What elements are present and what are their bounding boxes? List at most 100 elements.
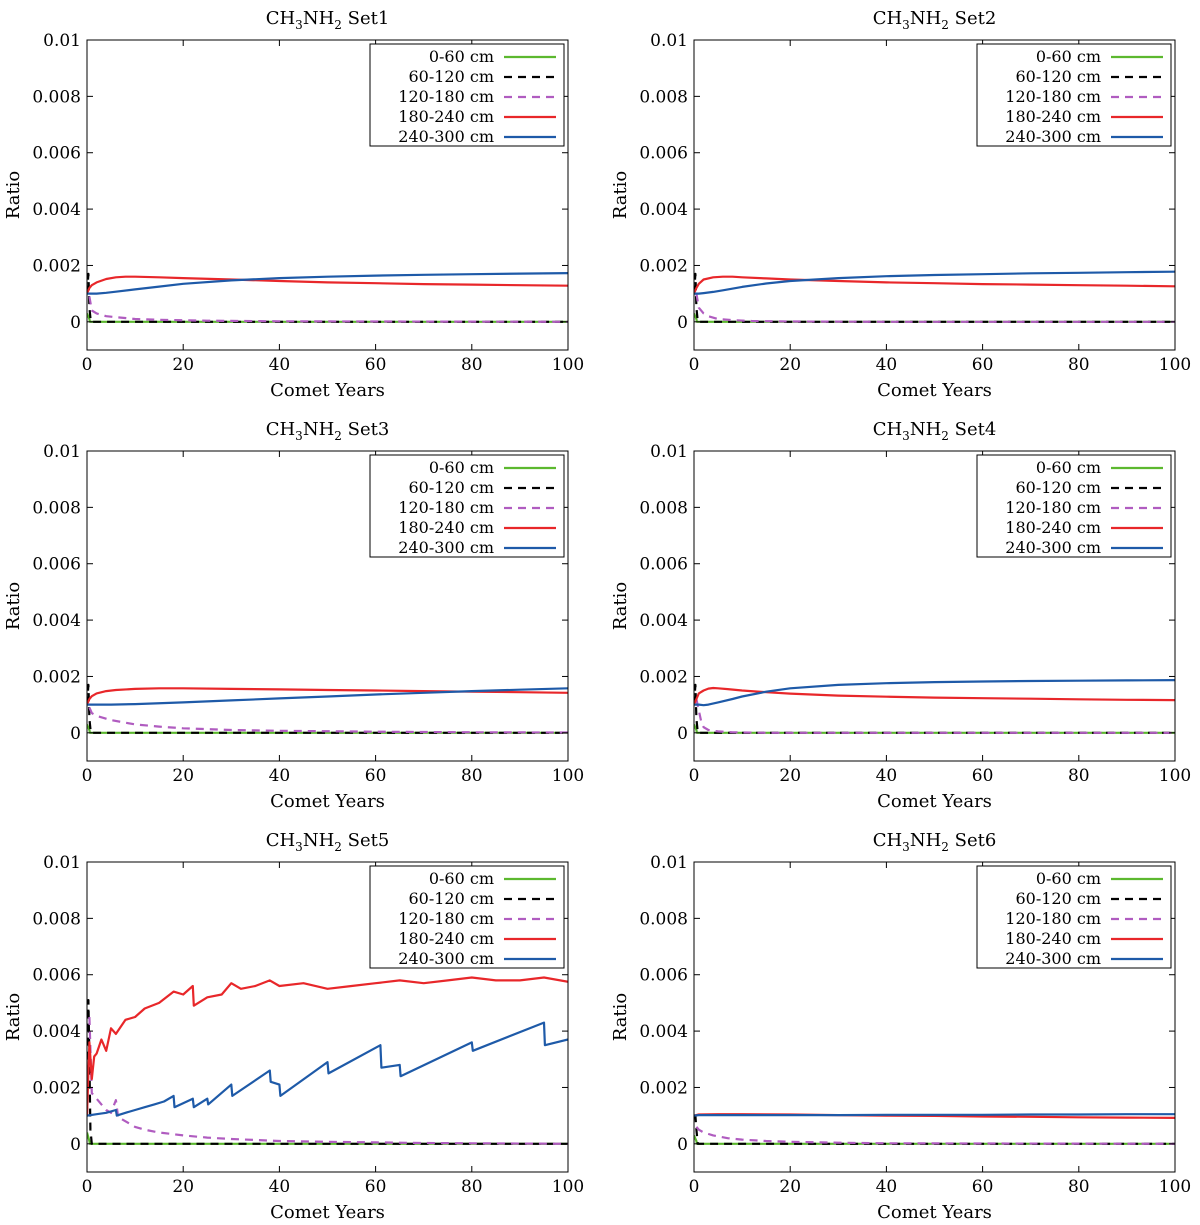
legend-box <box>369 865 565 969</box>
series-line-0-60-cm <box>694 723 1175 734</box>
series-line-240-300-cm <box>87 687 568 706</box>
x-tick-label: 100 <box>552 1177 584 1197</box>
x-tick-label: 40 <box>269 355 291 375</box>
x-tick-label: 20 <box>779 1177 801 1197</box>
chart-title-part: CH <box>266 419 295 440</box>
series-line-240-300-cm <box>694 1113 1175 1117</box>
y-tick-label: 0.002 <box>32 256 81 276</box>
legend-label: 60-120 cm <box>1015 889 1101 908</box>
y-axis-label: Ratio <box>610 171 631 220</box>
series-line-240-300-cm <box>694 270 1175 295</box>
x-tick-label: 0 <box>82 1177 93 1197</box>
legend-box <box>976 865 1172 969</box>
x-axis-label: Comet Years <box>270 791 385 812</box>
y-tick-label: 0.004 <box>639 200 688 220</box>
chart-title-part: 3 <box>295 429 303 443</box>
y-tick-label: 0.004 <box>32 200 81 220</box>
chart-title-part: NH <box>910 830 941 851</box>
legend-label: 120-180 cm <box>1005 87 1101 106</box>
series-line-60-120-cm <box>87 683 568 734</box>
x-tick-label: 100 <box>1159 355 1191 375</box>
y-tick-label: 0.008 <box>639 498 688 518</box>
legend-box <box>976 454 1172 558</box>
chart-title-part: 3 <box>295 840 303 854</box>
series-line-0-60-cm <box>87 312 568 323</box>
plot-frame <box>86 450 569 762</box>
chart-title: CH3NH2 Set1 <box>266 8 390 32</box>
x-tick-label: 100 <box>552 766 584 786</box>
chart-title-part: CH <box>873 8 902 29</box>
chart-title-part: Set5 <box>342 830 389 851</box>
x-tick-label: 0 <box>689 355 700 375</box>
x-tick-label: 60 <box>972 1177 994 1197</box>
x-axis-label: Comet Years <box>877 1202 992 1223</box>
legend-label: 180-240 cm <box>1005 929 1101 948</box>
legend-label: 0-60 cm <box>1036 458 1101 477</box>
y-tick-label: 0 <box>70 724 81 744</box>
chart-title-part: 3 <box>295 18 303 32</box>
x-axis-label: Comet Years <box>270 380 385 401</box>
legend-label: 120-180 cm <box>398 498 494 517</box>
y-axis-label: Ratio <box>3 993 24 1042</box>
x-axis-label: Comet Years <box>877 380 992 401</box>
series-lines <box>87 683 568 734</box>
chart-title-part: 2 <box>941 840 949 854</box>
y-tick-label: 0.006 <box>32 966 81 986</box>
chart-title-part: 2 <box>941 429 949 443</box>
y-tick-label: 0.01 <box>650 853 688 873</box>
legend-label: 120-180 cm <box>398 909 494 928</box>
chart-title: CH3NH2 Set5 <box>266 830 390 854</box>
y-tick-label: 0.008 <box>639 909 688 929</box>
chart-panel-5: CH3NH2 Set5 0 20 40 60 80 100 0 0.002 0.004 0.006 0… <box>3 830 584 1223</box>
legend-label: 180-240 cm <box>1005 518 1101 537</box>
legend-label: 180-240 cm <box>398 929 494 948</box>
x-tick-label: 100 <box>1159 766 1191 786</box>
chart-title-part: Set2 <box>949 8 996 29</box>
x-tick-label: 0 <box>82 355 93 375</box>
y-tick-label: 0.004 <box>639 1022 688 1042</box>
series-line-180-240-cm <box>87 976 568 1116</box>
legend-label: 180-240 cm <box>1005 107 1101 126</box>
series-line-120-180-cm <box>88 707 568 734</box>
chart-title-part: 3 <box>902 429 910 443</box>
chart-title: CH3NH2 Set6 <box>873 830 997 854</box>
y-tick-label: 0.006 <box>32 555 81 575</box>
legend-label: 240-300 cm <box>1005 127 1101 146</box>
series-line-240-300-cm <box>694 679 1175 707</box>
x-tick-label: 80 <box>1068 766 1090 786</box>
chart-panel-6: CH3NH2 Set6 0 20 40 60 80 100 0 0.002 0.004 0.006 0… <box>610 830 1191 1223</box>
chart-title-part: NH <box>303 830 334 851</box>
legend-label: 240-300 cm <box>398 949 494 968</box>
legend-label: 60-120 cm <box>408 478 494 497</box>
y-tick-label: 0.004 <box>32 1022 81 1042</box>
plot-frame <box>86 39 569 351</box>
series-line-240-300-cm <box>87 1021 568 1117</box>
legend-label: 0-60 cm <box>429 458 494 477</box>
series-lines <box>694 679 1175 734</box>
series-line-60-120-cm <box>87 999 568 1145</box>
x-tick-label: 0 <box>82 766 93 786</box>
chart-title-part: 3 <box>902 18 910 32</box>
x-tick-label: 100 <box>552 355 584 375</box>
x-tick-label: 80 <box>1068 1177 1090 1197</box>
series-line-180-240-cm <box>87 275 568 295</box>
chart-title-part: Set1 <box>342 8 389 29</box>
legend-label: 60-120 cm <box>408 67 494 86</box>
y-tick-label: 0.002 <box>32 667 81 687</box>
x-tick-label: 60 <box>972 355 994 375</box>
chart-title-part: 3 <box>902 840 910 854</box>
chart-panel-3: CH3NH2 Set3 0 20 40 60 80 100 0 0.002 0.004 0.006 0… <box>3 419 584 812</box>
legend-label: 0-60 cm <box>1036 869 1101 888</box>
chart-title-part: Set4 <box>949 419 996 440</box>
chart-panel-4: CH3NH2 Set4 0 20 40 60 80 100 0 0.002 0.004 0.006 0… <box>610 419 1191 812</box>
legend-box <box>369 43 565 147</box>
y-tick-label: 0.004 <box>32 611 81 631</box>
x-axis-label: Comet Years <box>270 1202 385 1223</box>
chart-panel-2: CH3NH2 Set2 0 20 40 60 80 100 0 0.002 0.004 0.006 0… <box>610 8 1191 401</box>
y-tick-label: 0.006 <box>639 966 688 986</box>
x-tick-label: 40 <box>876 766 898 786</box>
